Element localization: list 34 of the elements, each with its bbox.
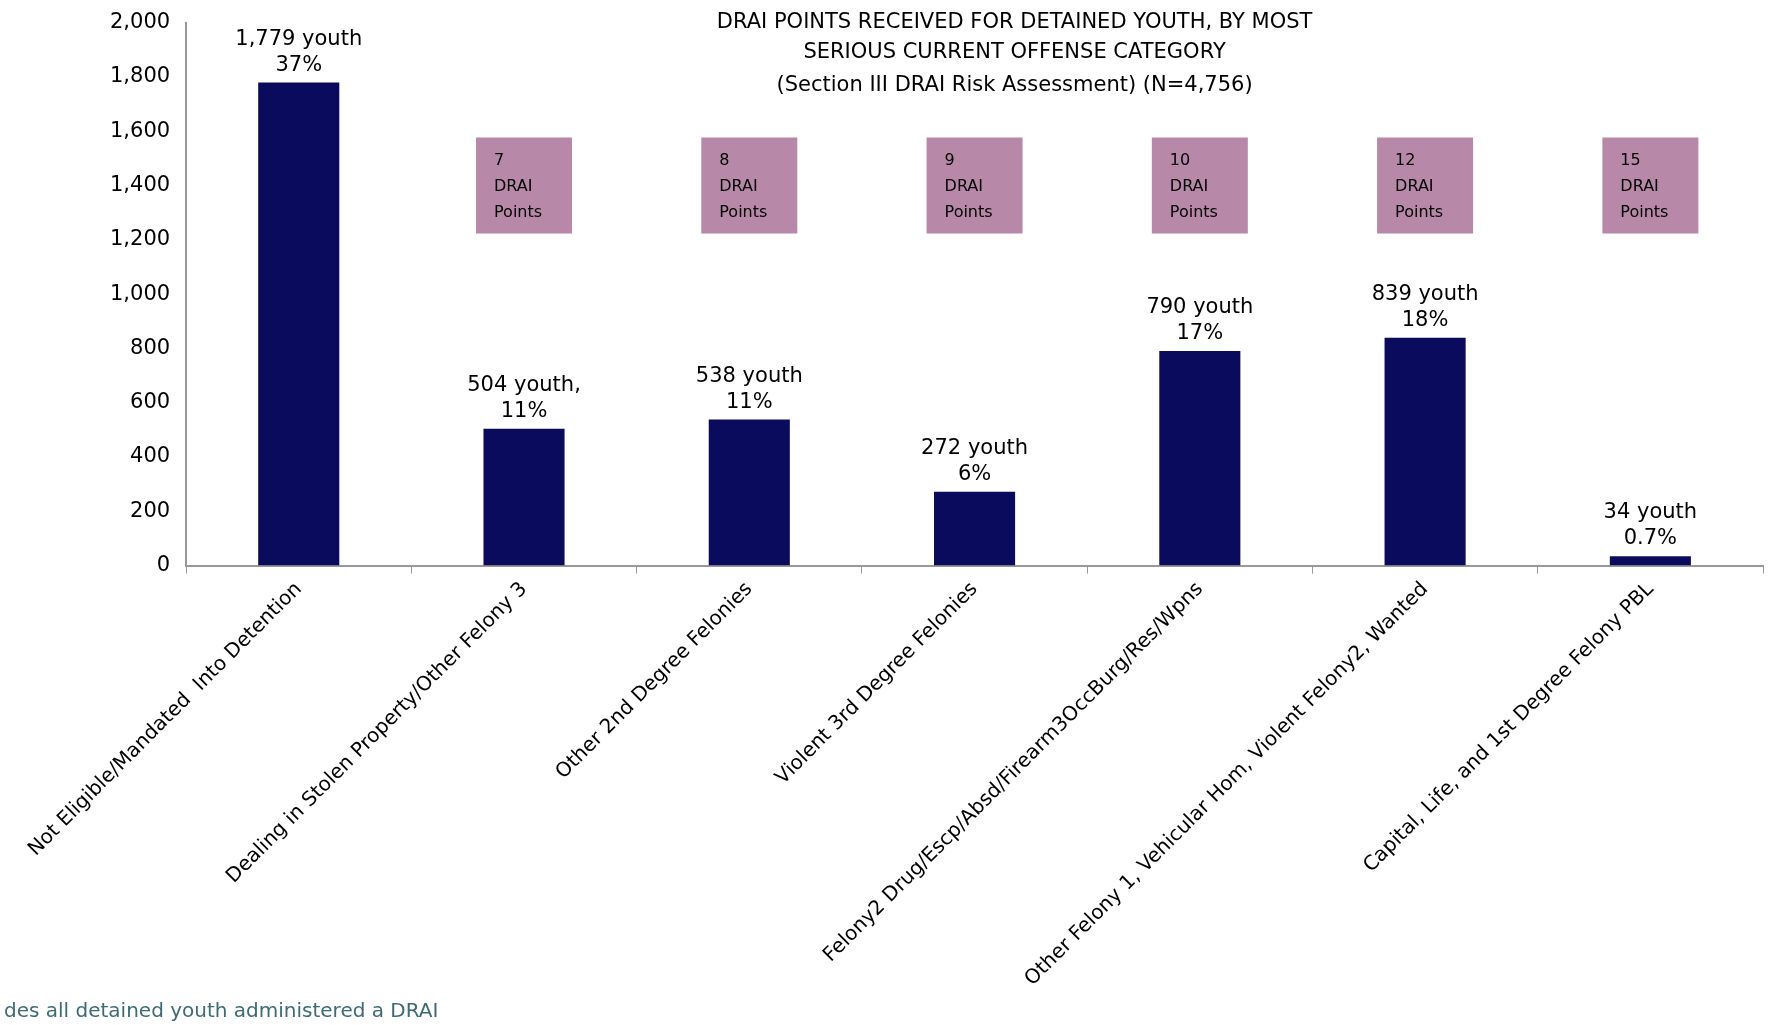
annotation: 10 DRAI Points xyxy=(1169,150,1218,222)
data-label: 790 youth 17% xyxy=(1146,294,1254,345)
chart-title: DRAI POINTS RECEIVED FOR DETAINED YOUTH, BY MOST SERIOUS CURRENT OFFENSE CATEGORY xyxy=(716,8,1313,63)
bar xyxy=(258,82,340,566)
data-label: 272 youth 6% xyxy=(921,434,1028,485)
bar xyxy=(934,491,1016,566)
annotation: 15 DRAI Points xyxy=(1620,150,1669,222)
y-tick-label: 800 xyxy=(130,334,171,359)
bar xyxy=(708,419,790,566)
y-tick-label: 600 xyxy=(130,389,171,414)
bar xyxy=(483,428,565,566)
y-tick-label: 1,000 xyxy=(109,280,171,305)
annotation: 7 DRAI Points xyxy=(494,150,543,222)
bar xyxy=(1384,337,1466,566)
data-label: 34 youth 0.7% xyxy=(1603,499,1698,550)
y-tick-label: 1,600 xyxy=(109,117,171,142)
data-label: 839 youth 18% xyxy=(1371,280,1479,331)
text: (Section III DRAI Risk Assessment) (N=4,756) xyxy=(776,71,1253,96)
bar xyxy=(1609,556,1691,566)
annotation: 12 DRAI Points xyxy=(1395,150,1444,222)
y-tick-label: 2,000 xyxy=(109,9,171,34)
y-tick-label: 200 xyxy=(130,497,171,522)
annotation: 8 DRAI Points xyxy=(719,150,768,222)
data-label: 504 youth, 11% xyxy=(467,371,581,422)
y-tick-label: 1,400 xyxy=(109,171,171,196)
bar xyxy=(1159,351,1241,566)
y-tick-label: 1,200 xyxy=(109,226,171,251)
data-label: 1,779 youth 37% xyxy=(235,25,363,76)
y-tick-label: 400 xyxy=(130,443,171,468)
text: des all detained youth administered a DRAI xyxy=(4,998,439,1022)
annotation: 9 DRAI Points xyxy=(944,150,993,222)
y-tick-label: 0 xyxy=(156,552,171,577)
y-tick-label: 1,800 xyxy=(109,63,171,88)
data-label: 538 youth 11% xyxy=(695,362,803,413)
